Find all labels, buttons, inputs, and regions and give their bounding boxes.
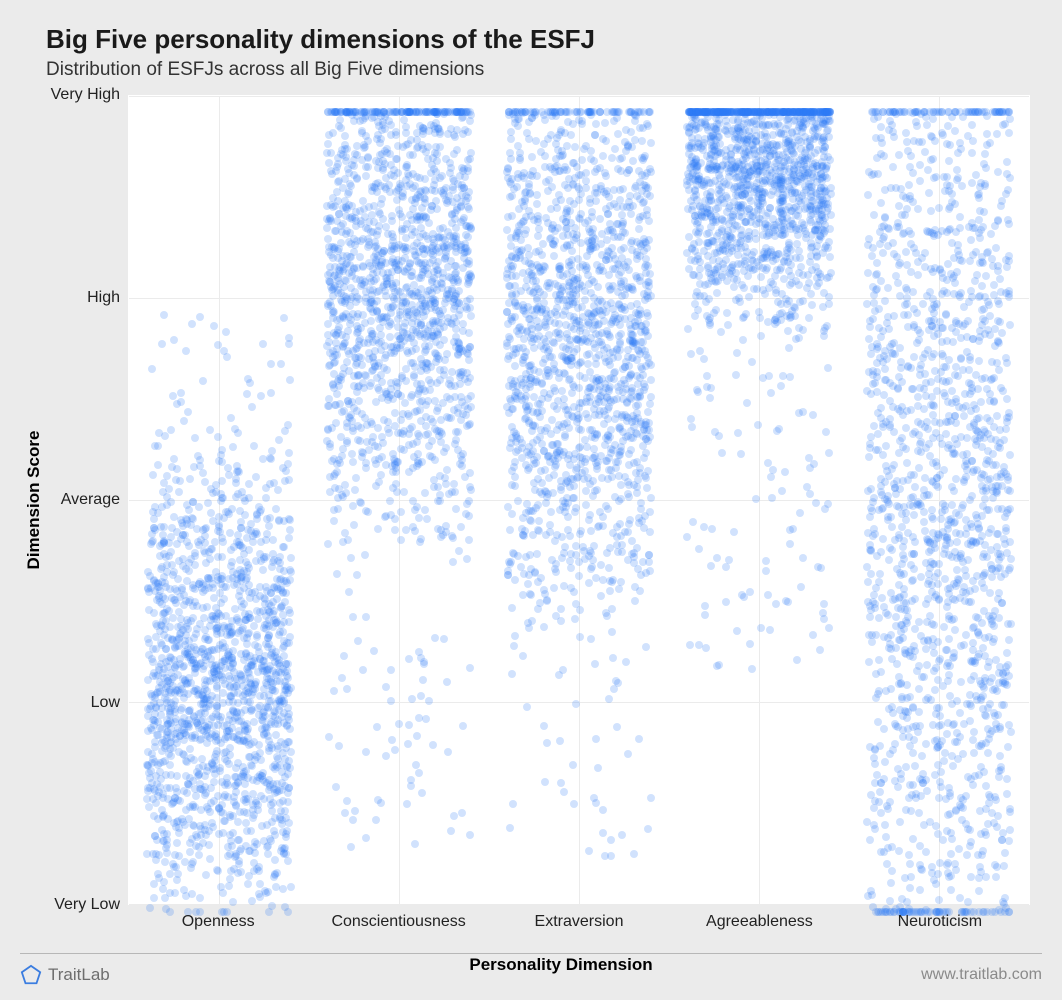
x-tick-label: Neuroticism bbox=[898, 913, 982, 931]
footer-rule bbox=[20, 953, 1042, 954]
chart-subtitle: Distribution of ESFJs across all Big Fiv… bbox=[46, 59, 1042, 81]
y-tick-label: Average bbox=[61, 491, 120, 509]
y-tick-label: Very High bbox=[51, 86, 120, 104]
y-tick-column: Very LowLowAverageHighVery High bbox=[46, 95, 128, 905]
plot-panel bbox=[128, 95, 1030, 905]
chart-container: Big Five personality dimensions of the E… bbox=[0, 0, 1062, 1000]
brand-logo-icon bbox=[20, 964, 42, 986]
y-tick-label: High bbox=[87, 289, 120, 307]
footer: TraitLab www.traitlab.com bbox=[20, 953, 1042, 986]
brand: TraitLab bbox=[20, 964, 110, 986]
y-tick-label: Very Low bbox=[54, 896, 120, 914]
x-tick-label: Extraversion bbox=[535, 913, 624, 931]
brand-name: TraitLab bbox=[48, 965, 110, 985]
x-tick-label: Openness bbox=[182, 913, 255, 931]
chart-title: Big Five personality dimensions of the E… bbox=[46, 24, 1042, 55]
x-tick-label: Agreeableness bbox=[706, 913, 813, 931]
brand-url: www.traitlab.com bbox=[921, 966, 1042, 984]
y-tick-label: Low bbox=[91, 694, 120, 712]
y-axis-label: Dimension Score bbox=[24, 431, 44, 570]
x-tick-label: Conscientiousness bbox=[331, 913, 465, 931]
plot-area: Dimension Score Very LowLowAverageHighVe… bbox=[20, 95, 1042, 905]
x-tick-row: Openness Conscientiousness Extraversion Agr… bbox=[128, 905, 1030, 953]
x-axis-row: Openness Conscientiousness Extraversion Agr… bbox=[20, 905, 1042, 953]
